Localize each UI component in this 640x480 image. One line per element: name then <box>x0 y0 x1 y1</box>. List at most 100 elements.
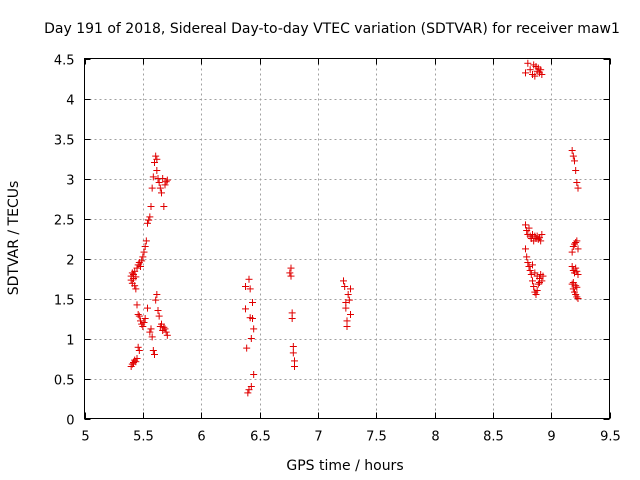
data-point <box>522 69 529 77</box>
data-point <box>148 184 156 192</box>
data-point <box>341 283 349 290</box>
data-point <box>161 181 169 189</box>
data-point <box>137 317 144 325</box>
data-point <box>133 264 141 272</box>
data-point <box>538 71 546 78</box>
data-point <box>156 184 164 192</box>
y-tick-label: 2 <box>66 254 74 269</box>
data-point <box>529 261 536 269</box>
data-point <box>537 237 545 245</box>
data-point <box>242 283 249 290</box>
data-point <box>133 301 141 309</box>
data-point <box>245 275 253 283</box>
x-axis-label: GPS time / hours <box>286 458 403 474</box>
data-point <box>132 273 140 281</box>
data-point <box>287 264 295 272</box>
data-point <box>537 66 545 74</box>
x-tick-label: 7.5 <box>366 430 387 445</box>
y-tick-label: 4 <box>66 94 74 109</box>
x-tick-label: 6 <box>197 430 205 445</box>
data-point <box>141 315 149 322</box>
data-point <box>148 333 156 341</box>
data-point <box>155 179 163 186</box>
data-point <box>134 311 142 318</box>
data-point <box>522 221 529 229</box>
data-point <box>149 347 157 354</box>
x-tick-label: 9.5 <box>600 430 621 445</box>
data-point <box>347 311 354 318</box>
data-point <box>146 328 154 336</box>
data-point <box>147 325 155 333</box>
data-point <box>572 167 580 174</box>
data-point <box>345 296 353 304</box>
data-point <box>154 307 162 314</box>
data-point <box>568 280 576 288</box>
data-point <box>153 167 161 174</box>
data-point <box>291 357 298 365</box>
data-point <box>144 304 151 312</box>
data-point <box>574 295 582 302</box>
chart-title: Day 191 of 2018, Sidereal Day-to-day VTE… <box>44 21 620 37</box>
data-point <box>574 271 582 278</box>
data-point <box>289 349 297 357</box>
data-point <box>536 279 543 286</box>
data-point <box>243 344 251 352</box>
y-tick-label: 0 <box>66 414 74 429</box>
data-point <box>138 257 146 265</box>
data-point <box>134 343 142 351</box>
data-point <box>538 231 546 238</box>
data-point <box>286 269 294 277</box>
data-point <box>574 184 582 192</box>
data-point <box>289 343 297 350</box>
data-point <box>534 280 542 288</box>
data-point <box>525 224 533 232</box>
data-point <box>160 203 168 210</box>
data-point <box>572 239 580 246</box>
data-point <box>569 152 577 160</box>
data-point <box>246 285 254 293</box>
y-tick-label: 0.5 <box>54 374 75 389</box>
y-tick-label: 3 <box>66 174 74 189</box>
data-point <box>249 299 256 306</box>
grid-lines <box>84 58 610 419</box>
data-point <box>573 293 581 301</box>
data-point <box>568 147 576 154</box>
data-point <box>347 285 354 293</box>
data-point <box>572 282 580 290</box>
data-point <box>526 66 534 74</box>
data-point <box>533 287 541 294</box>
y-tick-label: 2.5 <box>54 214 75 229</box>
data-point <box>158 189 165 197</box>
data-point <box>152 296 160 304</box>
data-point <box>568 248 576 256</box>
data-point <box>162 178 170 186</box>
data-point <box>153 291 161 298</box>
data-point <box>574 245 582 253</box>
data-point <box>140 248 148 256</box>
data-point <box>147 203 155 210</box>
data-point <box>573 283 581 291</box>
data-point <box>573 179 581 186</box>
data-point <box>162 328 170 336</box>
y-tick-label: 4.5 <box>54 54 75 69</box>
data-point <box>572 264 580 272</box>
data-point <box>153 155 161 163</box>
data-point <box>525 263 533 270</box>
data-point <box>149 173 157 181</box>
data-point <box>137 263 144 270</box>
data-point <box>161 325 169 333</box>
y-tick-label: 1 <box>66 334 74 349</box>
data-point <box>244 389 252 397</box>
data-point <box>132 358 140 366</box>
data-point <box>250 325 258 333</box>
data-point <box>343 323 351 330</box>
data-points <box>127 59 582 397</box>
x-tick-label: 6.5 <box>250 430 271 445</box>
data-point <box>524 259 532 266</box>
x-tick-label: 9 <box>547 430 555 445</box>
data-point <box>139 253 147 261</box>
data-point <box>344 291 352 298</box>
data-point <box>287 272 295 280</box>
data-point <box>249 315 256 322</box>
